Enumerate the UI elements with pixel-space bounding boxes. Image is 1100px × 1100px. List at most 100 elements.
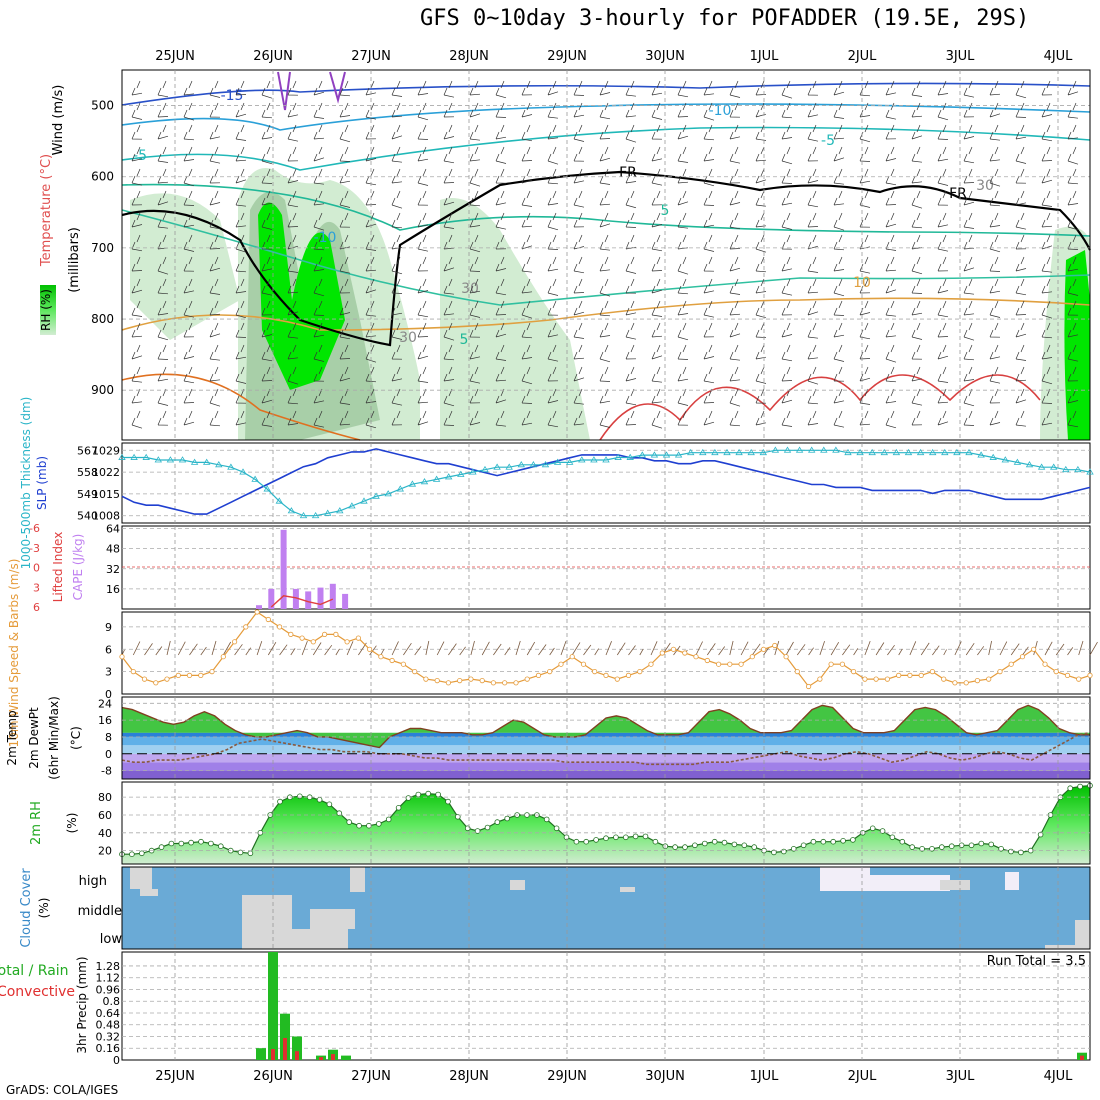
wind10m-marker	[479, 677, 485, 684]
wind-barb	[417, 212, 429, 228]
date-label-top: 26JUN	[253, 49, 293, 64]
rh-marker	[988, 841, 994, 848]
thickness-marker	[553, 458, 562, 465]
wind10m-barb	[177, 641, 186, 656]
wind-barb	[885, 80, 897, 96]
wind-barb	[417, 300, 429, 318]
wind-barb	[235, 168, 247, 184]
wind-barb	[209, 344, 221, 361]
wind-barb	[313, 102, 325, 119]
wind-barb	[755, 80, 767, 96]
wind-barb	[599, 344, 611, 363]
wind-barb	[417, 366, 429, 383]
wind-barb	[625, 146, 637, 163]
thickness-marker	[759, 448, 768, 456]
wind-barb	[885, 322, 897, 338]
rh-marker	[573, 838, 580, 845]
rh-marker	[751, 844, 757, 850]
contour-label: 30	[976, 178, 994, 194]
cloud-block	[310, 909, 355, 929]
wind-barb	[573, 278, 585, 294]
wind10m-barb	[425, 640, 430, 656]
wind-barb	[443, 410, 455, 426]
wind10m-barb	[324, 644, 333, 656]
wind10m-barb	[1055, 643, 1065, 656]
slp-tick-label: 1029	[92, 444, 120, 457]
wind-barb	[651, 190, 663, 206]
thickness-marker	[747, 448, 755, 456]
wind-barb	[989, 410, 1001, 426]
wind-barb	[1041, 124, 1053, 142]
wind-barb	[729, 388, 741, 407]
wind-barb	[625, 212, 637, 228]
rh-marker	[682, 844, 688, 850]
wind-barb	[807, 212, 819, 228]
rh-marker	[405, 795, 412, 801]
wind-barb	[755, 256, 767, 273]
wind10m-barb	[1022, 646, 1029, 656]
wind10m-marker	[288, 631, 294, 638]
wind-barb	[131, 278, 143, 294]
wind-barb	[365, 234, 377, 251]
cloud-block	[940, 880, 970, 890]
wind-barb	[313, 344, 325, 362]
wind10m-barb	[932, 645, 940, 656]
wind10m-barb	[864, 640, 871, 656]
wind-barb	[1067, 410, 1079, 428]
wind-barb	[157, 168, 169, 184]
wind-barb	[703, 102, 715, 121]
rh-marker	[1077, 783, 1083, 790]
wind-barb	[183, 278, 195, 294]
wind-barb	[989, 344, 1001, 360]
wind-barb	[963, 168, 975, 184]
wind-barb	[755, 278, 767, 294]
wind10m-barb	[549, 647, 555, 656]
wind-barb	[183, 410, 195, 426]
wind-barb	[755, 212, 767, 228]
wind-barb	[313, 366, 325, 382]
wind-barb	[911, 322, 923, 340]
wind-barb	[963, 190, 975, 206]
wind-barb	[469, 212, 481, 228]
wind10m-marker	[232, 639, 238, 645]
cape-bar	[280, 529, 287, 609]
wind-barb	[599, 80, 611, 96]
wind10m-marker	[738, 661, 744, 667]
temperature-contour	[121, 183, 1091, 237]
cloud-block	[510, 880, 525, 890]
date-label-top: 29JUN	[547, 49, 587, 64]
wind-barb	[911, 388, 923, 406]
wind10m-barb	[785, 641, 794, 656]
wind-barb	[937, 80, 949, 96]
wind-barb	[963, 124, 975, 140]
wind-barb	[417, 124, 429, 140]
contour-label: -10	[314, 230, 337, 246]
wind10m-barb	[245, 647, 252, 656]
wind-barb	[469, 80, 481, 96]
wind-barb	[1041, 190, 1053, 207]
upper-air-frame	[121, 69, 1091, 441]
wind-barb	[677, 366, 689, 382]
wind-barb	[833, 256, 845, 272]
wind-barb	[885, 410, 897, 429]
wind-barb	[937, 256, 949, 272]
wind10m-marker	[344, 639, 350, 645]
date-label-bottom: 28JUN	[449, 1069, 489, 1084]
thickness-marker	[602, 456, 610, 463]
wind10m-marker	[423, 676, 429, 682]
wind-barb	[911, 212, 923, 229]
wind-barb	[391, 410, 403, 426]
wind-axis-label: Wind (m/s)	[51, 85, 66, 156]
minmax-axis-label: (6hr Min/Max)	[47, 696, 61, 780]
thickness-marker	[638, 451, 647, 458]
wind-barb	[521, 168, 533, 184]
thickness-marker	[384, 490, 392, 497]
wind-barb	[651, 322, 663, 338]
wind-barb	[1067, 322, 1079, 338]
wind10m-barb	[470, 640, 475, 656]
wind-barb	[443, 366, 455, 382]
wind10m-barb	[650, 641, 658, 656]
rh-shading-light	[130, 193, 240, 340]
wind10m-marker	[986, 676, 992, 682]
cloud-block	[1045, 945, 1090, 949]
